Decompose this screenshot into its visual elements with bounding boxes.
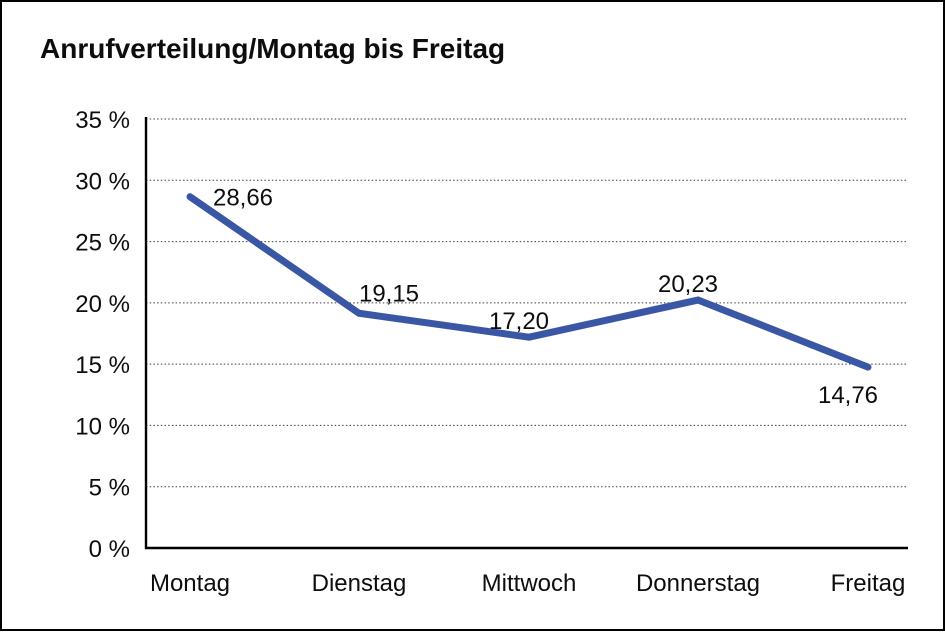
point-label: 17,20 <box>489 308 549 335</box>
point-label: 19,15 <box>359 280 419 307</box>
point-label: 28,66 <box>213 185 273 212</box>
x-tick-label: Donnerstag <box>636 570 760 597</box>
y-tick-label: 0 % <box>89 536 130 563</box>
y-tick-label: 20 % <box>75 291 130 318</box>
x-tick-label: Montag <box>150 570 230 597</box>
x-tick-label: Dienstag <box>312 570 407 597</box>
y-tick-label: 30 % <box>75 168 130 195</box>
y-tick-label: 5 % <box>89 475 130 502</box>
point-label: 14,76 <box>818 382 878 409</box>
y-tick-label: 15 % <box>75 352 130 379</box>
x-tick-label: Mittwoch <box>482 570 577 597</box>
x-tick-label: Freitag <box>831 570 906 597</box>
series-line <box>186 193 872 371</box>
chart-title: Anrufverteilung/Montag bis Freitag <box>40 33 506 64</box>
y-tick-label: 10 % <box>75 413 130 440</box>
y-tick-label: 25 % <box>75 230 130 257</box>
point-label: 20,23 <box>658 271 718 298</box>
y-tick-label: 35 % <box>75 107 130 134</box>
